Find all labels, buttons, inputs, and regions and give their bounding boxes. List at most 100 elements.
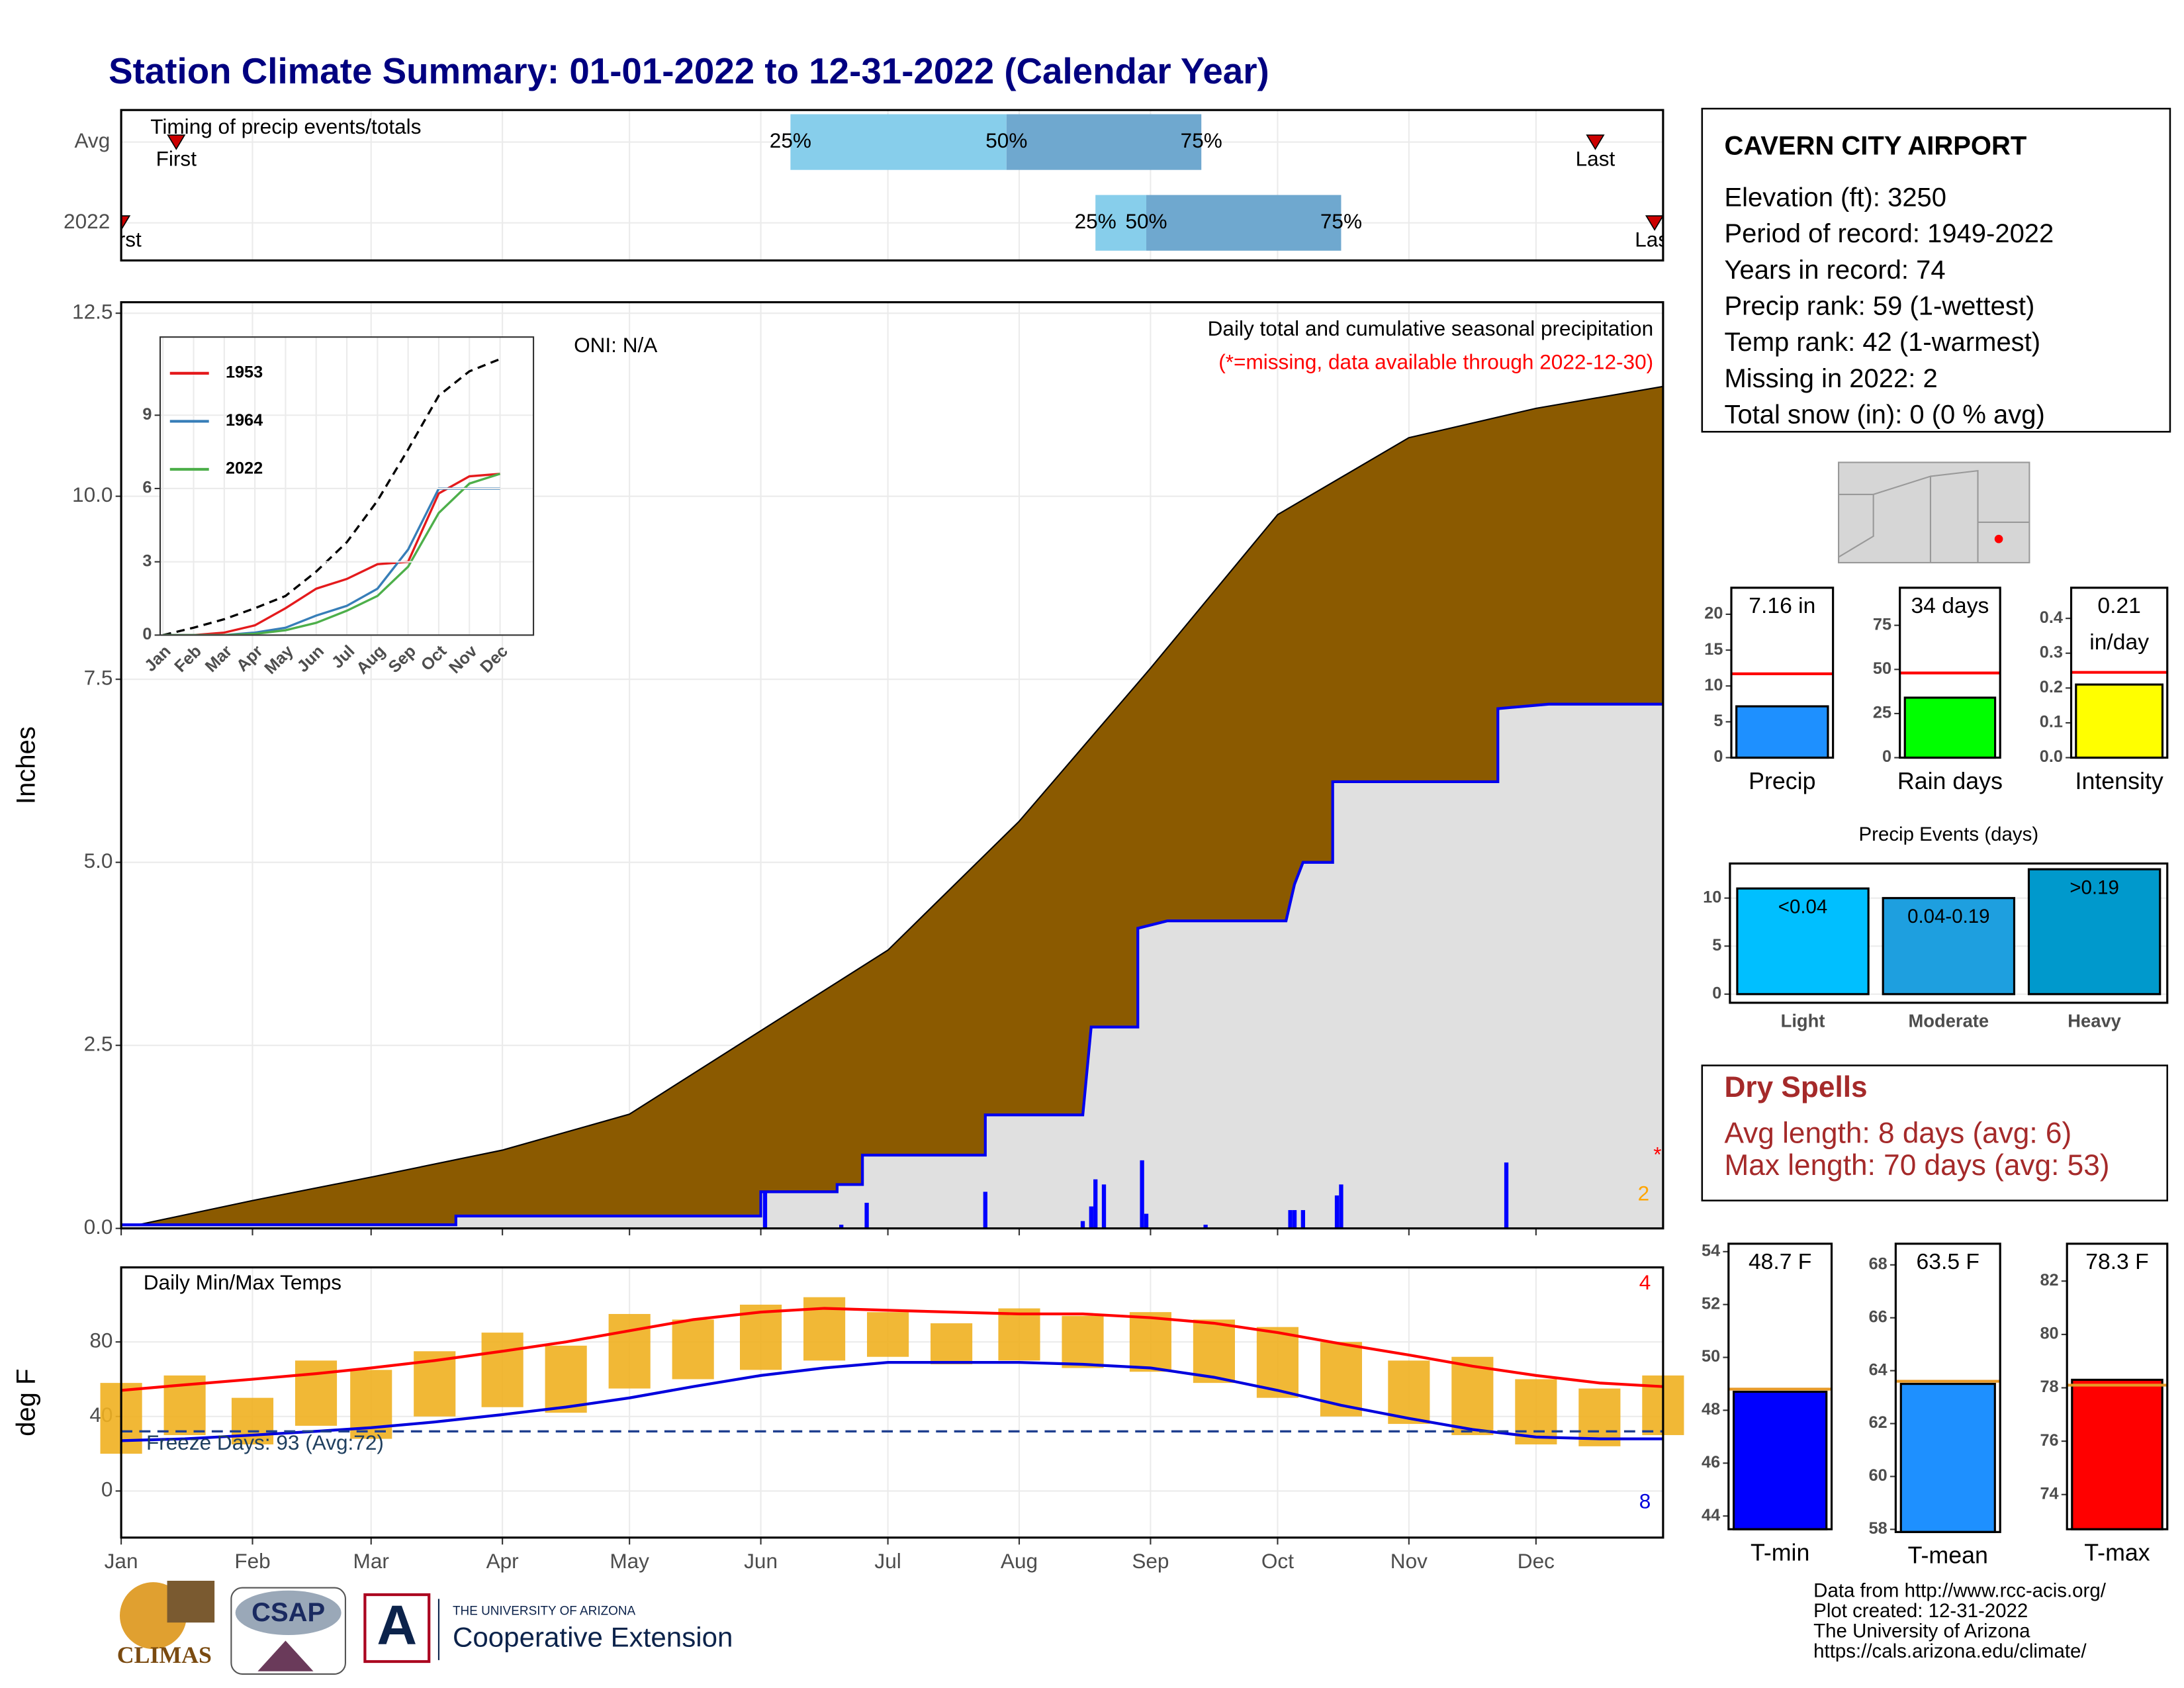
cumulative-area: [121, 704, 1663, 1229]
panel-frame: [1730, 586, 1835, 759]
panel-title: Timing of precip events/totals: [150, 115, 421, 138]
bar: [1735, 705, 1829, 759]
y-tick-label: 2.5: [84, 1032, 113, 1056]
panel-frame: [120, 301, 1664, 1230]
y-tick-label: 3: [142, 551, 152, 570]
y-tick-label: 78: [2040, 1378, 2058, 1396]
y-tick-label: 25: [1873, 704, 1891, 722]
y-tick-label: 0: [1712, 984, 1721, 1002]
y-tick-label: 50: [1873, 659, 1891, 678]
location-map: [1838, 461, 2030, 564]
annotation: (*=missing, data available through 2022-…: [1218, 350, 1653, 373]
daily-temp-bar: [740, 1304, 782, 1370]
cumulative-line: [120, 385, 1664, 1229]
daily-temp-bar: [481, 1333, 523, 1407]
annotation: Freeze Days: 93 (Avg:72): [146, 1430, 384, 1454]
event-marker: [121, 215, 131, 231]
daily-temp-bar: [1256, 1327, 1299, 1398]
quartile-label: 75%: [1320, 209, 1362, 233]
y-axis-title: deg F: [12, 1369, 41, 1436]
y-tick-label: 54: [1702, 1241, 1720, 1260]
x-tick-label: Sep: [1132, 1549, 1169, 1573]
panel-title: Precip Events (days): [1859, 823, 2039, 845]
panel-frame: [2066, 1243, 2169, 1530]
x-tick-label: Jul: [874, 1549, 901, 1573]
daily-precip-bar: [1101, 1184, 1107, 1229]
daily-precip-bar: [1300, 1210, 1305, 1229]
logos: CLIMAS CSAP A THE UNIVERSITY OF ARIZONA …: [117, 1580, 733, 1675]
quartile-bar: [1095, 195, 1147, 251]
y-tick-label: 52: [1702, 1294, 1720, 1313]
event-marker: [1586, 134, 1605, 150]
x-tick-label: Nov: [1390, 1549, 1428, 1573]
x-tick-label: May: [610, 1549, 649, 1573]
y-tick-label: 0.0: [84, 1215, 113, 1239]
y-tick-label: 0: [142, 625, 152, 643]
daily-temp-bar: [803, 1297, 846, 1361]
quartile-label: 50%: [985, 128, 1027, 152]
dry-spell-line: Avg length: 8 days (avg: 6): [1724, 1117, 2071, 1149]
logo-text: Cooperative Extension: [453, 1621, 733, 1652]
y-tick-label: 0.0: [2040, 747, 2063, 766]
daily-temp-bar: [672, 1319, 714, 1380]
y-tick-label: 12.5: [72, 299, 113, 323]
marker-label: Last: [1635, 227, 1674, 251]
series-line: [163, 473, 501, 635]
annotation: 8: [1639, 1489, 1651, 1513]
footer-line: The University of Arizona: [1813, 1620, 2030, 1642]
bar: [1736, 887, 1870, 996]
station-box: [1701, 107, 2171, 433]
quartile-bar: [790, 114, 1007, 170]
quartile-label: 25%: [770, 128, 811, 152]
cumulative-line: [121, 702, 1663, 1227]
category-label: Moderate: [1909, 1011, 1989, 1031]
quartile-label: 75%: [1181, 128, 1222, 152]
y-tick-label: 6: [142, 479, 152, 497]
inset-plot: [162, 337, 501, 635]
station-line: Elevation (ft): 3250: [1724, 183, 1946, 212]
y-tick-label: 76: [2040, 1431, 2058, 1450]
category-label: T-mean: [1908, 1542, 1988, 1569]
daily-temp-bar: [998, 1308, 1040, 1361]
y-tick-label: 74: [2040, 1484, 2058, 1503]
y-tick-label: 80: [89, 1329, 113, 1352]
x-tick-label: Aug: [1001, 1549, 1038, 1573]
daily-precip-bar: [1334, 1195, 1340, 1229]
footer-line: Data from http://www.rcc-acis.org/: [1813, 1580, 2107, 1602]
y-tick-label: 0.3: [2040, 643, 2063, 661]
category-label: T-min: [1751, 1539, 1809, 1566]
y-tick-label: 50: [1702, 1347, 1720, 1366]
bar: [1899, 1383, 1996, 1533]
daily-temp-bar: [608, 1313, 651, 1389]
bar: [2075, 683, 2164, 759]
daily-precip-bar: [1144, 1213, 1149, 1229]
daily-precip-bar: [1093, 1179, 1098, 1229]
quartile-label: 50%: [1125, 209, 1167, 233]
value-unit: in/day: [2089, 630, 2149, 655]
chart-subtitle: Daily total and cumulative seasonal prec…: [1208, 316, 1653, 340]
y-axis-title: Inches: [12, 726, 41, 804]
station-line: Precip rank: 59 (1-wettest): [1724, 292, 2034, 321]
bar: [1882, 897, 2016, 996]
panel-frame: [2070, 586, 2169, 759]
x-tick-label: Jan: [105, 1549, 138, 1573]
daily-precip-bar: [864, 1202, 869, 1229]
y-tick-label: 68: [1869, 1254, 1888, 1273]
value-label: 0.21: [2097, 594, 2141, 618]
y-tick-label: 0: [101, 1477, 113, 1501]
daily-temp-bar: [295, 1360, 338, 1426]
dry-spells-title: Dry Spells: [1724, 1071, 1867, 1103]
station-line: Missing in 2022: 2: [1724, 364, 1937, 393]
category-label: Precip: [1749, 768, 1815, 794]
y-tick-label: 7.5: [84, 666, 113, 690]
inset-frame: [159, 336, 535, 636]
y-tick-label: 20: [1704, 604, 1723, 623]
daily-precip-bar: [1504, 1162, 1509, 1229]
value-label: 78.3 F: [2085, 1250, 2148, 1274]
bar: [2027, 868, 2161, 996]
panel-frame: [1727, 1243, 1833, 1530]
daily-temp-bar: [1062, 1315, 1104, 1368]
logo-text: CSAP: [251, 1598, 325, 1627]
y-tick-label: 44: [1702, 1506, 1720, 1524]
bar-label: 0.04-0.19: [1907, 906, 1989, 927]
